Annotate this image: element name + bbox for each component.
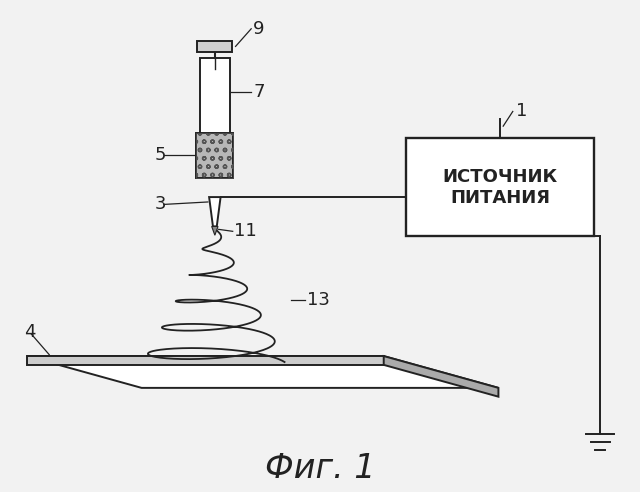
Text: ИСТОЧНИК
ПИТАНИЯ: ИСТОЧНИК ПИТАНИЯ: [442, 168, 557, 207]
Bar: [196, 133, 234, 178]
Polygon shape: [27, 356, 384, 365]
Polygon shape: [384, 356, 499, 397]
Bar: [197, 41, 232, 52]
Text: 3: 3: [154, 195, 166, 214]
Text: 5: 5: [154, 147, 166, 164]
Bar: [196, 133, 234, 178]
Text: 1: 1: [516, 102, 527, 121]
Bar: [406, 138, 594, 236]
Text: Фиг. 1: Фиг. 1: [265, 452, 375, 485]
Text: 13: 13: [307, 291, 330, 309]
Text: 11: 11: [234, 222, 257, 240]
Text: 4: 4: [24, 323, 35, 340]
Polygon shape: [212, 226, 218, 235]
Polygon shape: [27, 356, 499, 388]
Polygon shape: [209, 197, 221, 226]
Text: 9: 9: [253, 20, 264, 38]
Text: 7: 7: [253, 83, 264, 101]
Bar: [200, 58, 230, 133]
